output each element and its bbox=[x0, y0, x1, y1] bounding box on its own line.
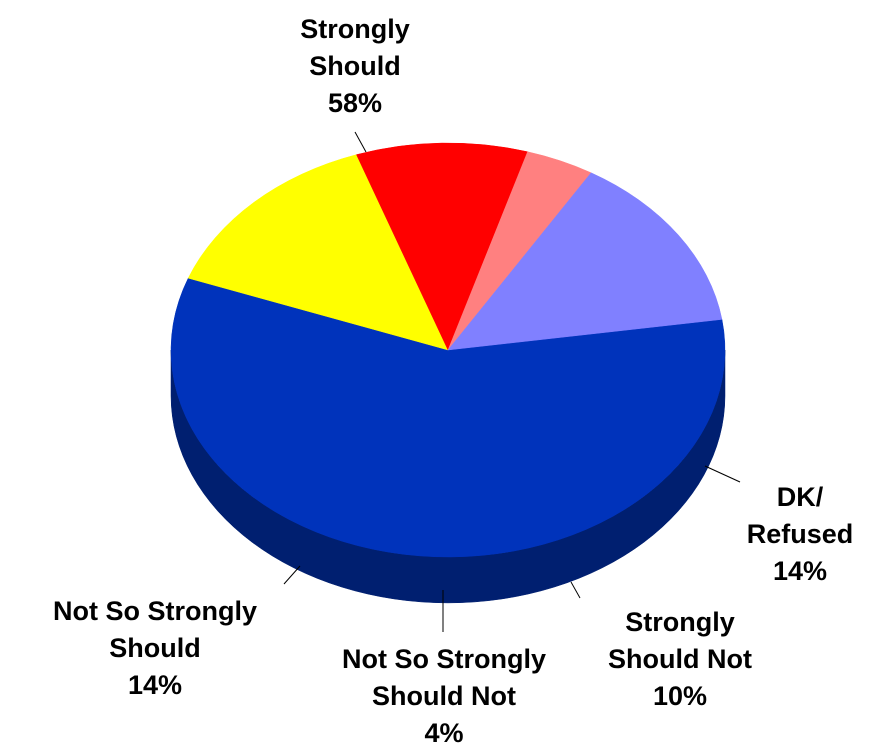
slice-value-label: 4% bbox=[424, 718, 463, 748]
slice-label-line: Should bbox=[109, 633, 200, 663]
slice-value-label: 58% bbox=[328, 88, 382, 118]
leader-line-strongly-should bbox=[354, 131, 367, 153]
slice-label-line: DK/ bbox=[777, 482, 824, 512]
slice-label-line: Should Not bbox=[372, 681, 516, 711]
slice-label-line: Should bbox=[309, 51, 400, 81]
leader-lines bbox=[283, 131, 741, 632]
slice-label-line: Not So Strongly bbox=[342, 644, 546, 674]
slice-label-not-so-strongly-should: Not So Strongly Should 14% bbox=[53, 596, 257, 700]
slice-label-not-so-strongly-should-not: Not So Strongly Should Not 4% bbox=[342, 644, 546, 748]
slice-label-strongly-should-not: Strongly Should Not 10% bbox=[608, 607, 752, 711]
slice-value-label: 10% bbox=[653, 681, 707, 711]
slice-label-line: Should Not bbox=[608, 644, 752, 674]
slice-label-line: Strongly bbox=[300, 14, 410, 44]
slice-label-dk-refused: DK/Refused 14% bbox=[747, 482, 854, 586]
pie-slice-dk-refused bbox=[187, 154, 449, 351]
slice-label-line: Refused bbox=[747, 519, 854, 549]
slice-value-label: 14% bbox=[128, 670, 182, 700]
leader-line-strongly-should-not bbox=[570, 581, 581, 599]
slice-labels: Strongly Should 58% DK/Refused 14% Strongly Sh… bbox=[53, 14, 853, 748]
slice-label-line: Not So Strongly bbox=[53, 596, 257, 626]
slice-label-strongly-should: Strongly Should 58% bbox=[300, 14, 410, 118]
slice-value-label: 14% bbox=[773, 556, 827, 586]
pie-slices bbox=[170, 142, 726, 558]
pie-slice-not-so-strongly-should bbox=[447, 172, 723, 351]
pie-slice-strongly-should bbox=[170, 277, 726, 558]
leader-line-dk-refused bbox=[704, 465, 741, 483]
pie-slice-strongly-should-not bbox=[356, 142, 528, 351]
leader-line-not-so-strongly-should bbox=[283, 565, 301, 585]
slice-label-line: Strongly bbox=[625, 607, 735, 637]
